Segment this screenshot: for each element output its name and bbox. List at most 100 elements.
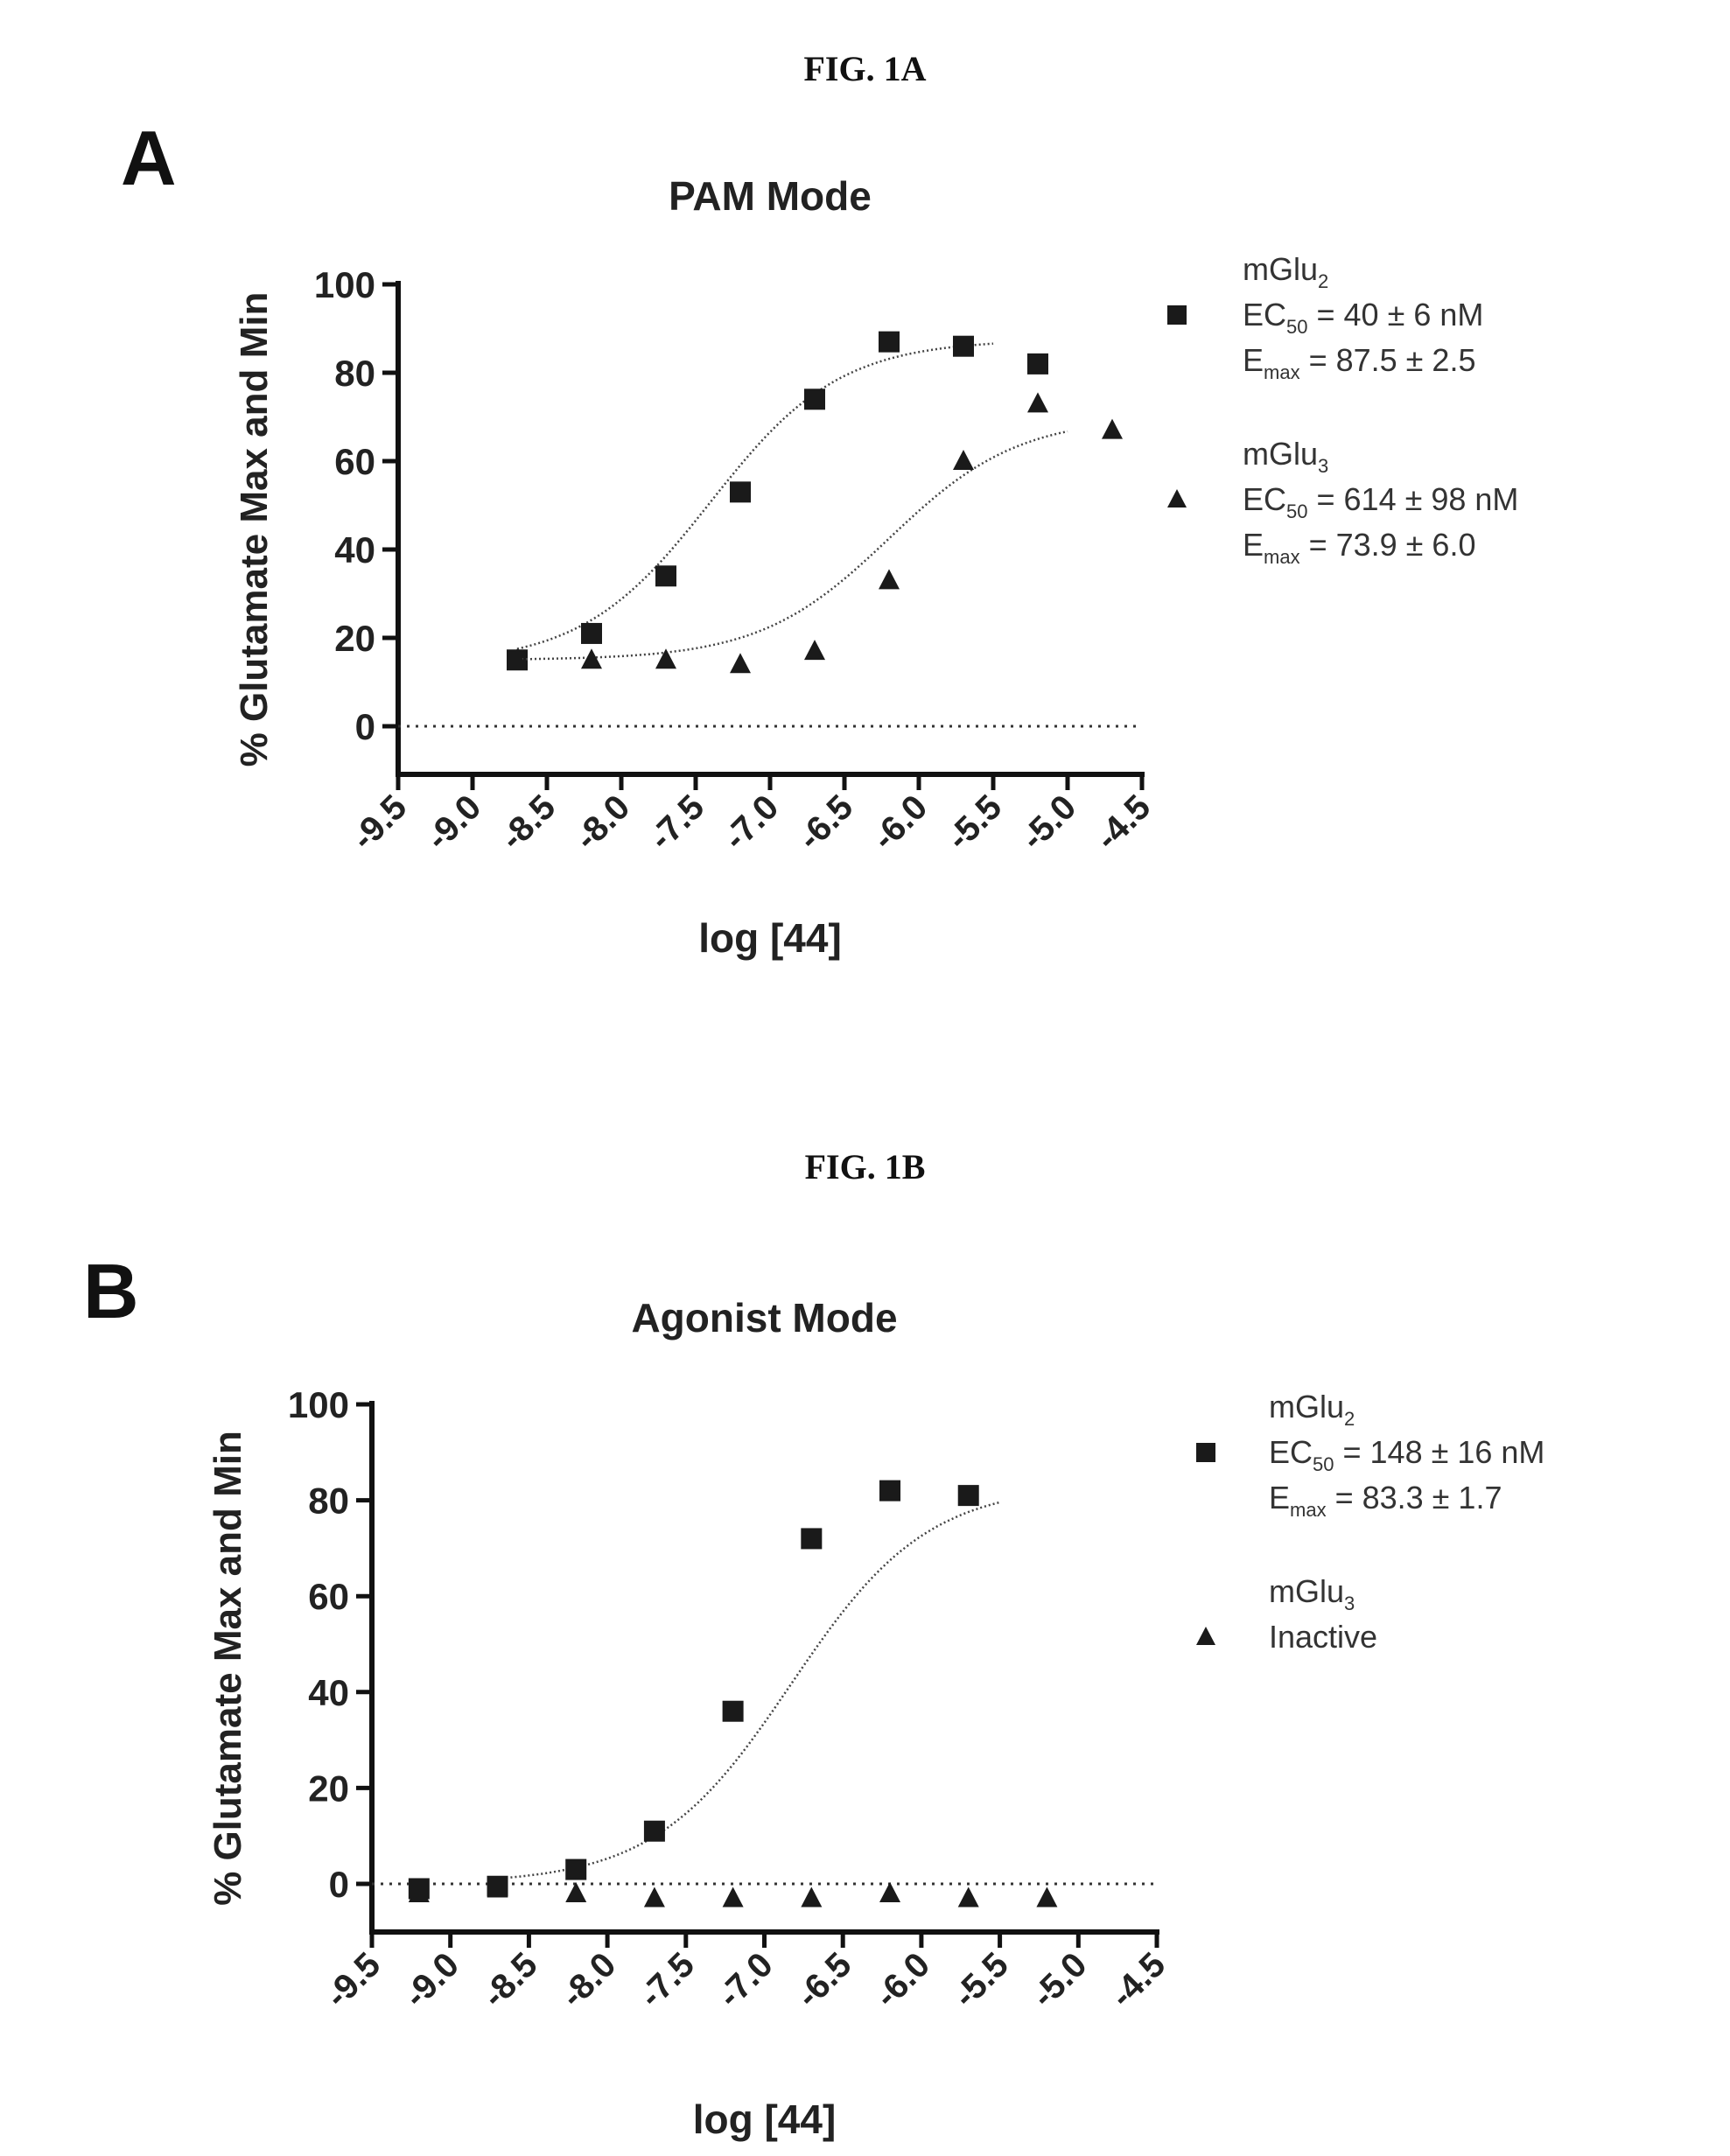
- legend-main: Inactive: [1269, 1619, 1377, 1655]
- x-tick-label: -6.5: [791, 788, 861, 858]
- y-tick-label: 40: [308, 1672, 349, 1713]
- y-tick-label: 20: [308, 1768, 349, 1809]
- legend-subscript: 2: [1344, 1408, 1355, 1430]
- chart-title: Agonist Mode: [631, 1295, 897, 1340]
- legend-rest: = 614 ± 98 nM: [1308, 481, 1519, 517]
- data-point-triangle: [644, 1886, 665, 1907]
- x-tick-label: -8.5: [475, 1945, 545, 2015]
- data-point-square: [879, 332, 900, 353]
- legend-marker-triangle: [1167, 489, 1187, 508]
- legend-subscript: 3: [1318, 455, 1328, 477]
- x-tick-label: -7.5: [632, 1945, 702, 2015]
- data-point-square: [730, 481, 751, 502]
- x-tick-label: -5.5: [946, 1945, 1016, 2015]
- legend-text: mGlu3: [1243, 436, 1328, 477]
- data-point-square: [565, 1859, 586, 1880]
- data-point-square: [644, 1821, 665, 1842]
- x-tick-label: -9.0: [396, 1945, 466, 2015]
- x-tick-label: -5.0: [1014, 788, 1084, 858]
- y-tick-label: 60: [334, 441, 375, 482]
- data-point-square: [953, 336, 974, 357]
- data-point-triangle: [1102, 419, 1123, 439]
- legend-text: mGlu2: [1269, 1389, 1355, 1430]
- x-tick-label: -4.5: [1103, 1945, 1173, 2015]
- data-point-triangle: [730, 653, 751, 673]
- pam-mode-chart: PAM Mode020406080100-9.5-9.0-8.5-8.0-7.5…: [0, 0, 1730, 1006]
- x-tick-label: -4.5: [1089, 788, 1159, 858]
- y-axis-label: % Glutamate Max and Min: [233, 292, 276, 767]
- legend-marker-square: [1196, 1443, 1215, 1462]
- data-point-triangle: [655, 648, 676, 668]
- legend-main: E: [1243, 527, 1264, 563]
- agonist-mode-chart: Agonist Mode020406080100-9.5-9.0-8.5-8.0…: [0, 1181, 1730, 2156]
- x-tick-label: -6.0: [867, 1945, 937, 2015]
- data-point-square: [879, 1480, 900, 1502]
- x-axis-label: log [44]: [693, 2096, 837, 2142]
- data-point-triangle: [1036, 1886, 1057, 1907]
- legend-subscript: 50: [1286, 316, 1307, 338]
- legend-subscript: max: [1264, 546, 1300, 568]
- legend-subscript: 50: [1286, 500, 1307, 522]
- data-point-square: [804, 388, 825, 410]
- legend-text: EC50 = 614 ± 98 nM: [1243, 481, 1518, 522]
- data-point-triangle: [879, 569, 900, 589]
- legend-subscript: 3: [1344, 1592, 1355, 1614]
- legend-text: Inactive: [1269, 1619, 1377, 1655]
- y-tick-label: 40: [334, 529, 375, 570]
- legend-rest: = 73.9 ± 6.0: [1300, 527, 1476, 563]
- legend-subscript: 50: [1313, 1453, 1334, 1475]
- data-point-square: [723, 1701, 744, 1722]
- x-tick-label: -7.0: [717, 788, 787, 858]
- fit-curve-mglu2: [498, 1502, 1000, 1879]
- legend-main: mGlu: [1243, 251, 1318, 287]
- x-tick-label: -8.0: [554, 1945, 624, 2015]
- legend-main: mGlu: [1243, 436, 1318, 472]
- legend-main: mGlu: [1269, 1573, 1344, 1609]
- legend-text: EC50 = 40 ± 6 nM: [1243, 297, 1483, 338]
- x-axis-label: log [44]: [698, 915, 842, 961]
- legend-marker-triangle: [1196, 1627, 1215, 1645]
- x-tick-label: -5.0: [1025, 1945, 1095, 2015]
- data-point-triangle: [804, 640, 825, 660]
- x-tick-label: -7.0: [711, 1945, 781, 2015]
- legend-text: Emax = 87.5 ± 2.5: [1243, 342, 1475, 383]
- x-tick-label: -8.0: [568, 788, 638, 858]
- data-point-square: [958, 1485, 979, 1506]
- y-tick-label: 0: [329, 1864, 349, 1905]
- legend-main: EC: [1269, 1434, 1313, 1470]
- legend-main: mGlu: [1269, 1389, 1344, 1424]
- data-point-triangle: [723, 1886, 744, 1907]
- legend-rest: = 40 ± 6 nM: [1308, 297, 1484, 332]
- legend-text: EC50 = 148 ± 16 nM: [1269, 1434, 1544, 1475]
- data-point-triangle: [953, 450, 974, 470]
- y-tick-label: 100: [288, 1384, 349, 1425]
- y-axis-label: % Glutamate Max and Min: [207, 1431, 249, 1906]
- legend-marker-square: [1167, 305, 1187, 325]
- legend-text: Emax = 83.3 ± 1.7: [1269, 1480, 1502, 1521]
- x-tick-label: -7.5: [642, 788, 712, 858]
- chart-title: PAM Mode: [669, 173, 872, 219]
- data-point-triangle: [958, 1886, 979, 1907]
- x-tick-label: -5.5: [940, 788, 1010, 858]
- legend-main: E: [1269, 1480, 1290, 1516]
- y-tick-label: 80: [334, 353, 375, 394]
- data-point-triangle: [801, 1886, 822, 1907]
- y-tick-label: 100: [314, 264, 375, 305]
- x-tick-label: -9.5: [319, 1945, 389, 2015]
- fit-curve-mglu2: [517, 344, 993, 649]
- legend-rest: = 83.3 ± 1.7: [1327, 1480, 1502, 1516]
- legend-main: EC: [1243, 481, 1286, 517]
- data-point-triangle: [1027, 392, 1048, 412]
- legend-subscript: max: [1264, 361, 1300, 383]
- x-tick-label: -6.0: [865, 788, 935, 858]
- y-tick-label: 80: [308, 1480, 349, 1522]
- legend-main: E: [1243, 342, 1264, 378]
- legend-text: mGlu2: [1243, 251, 1328, 292]
- legend-text: Emax = 73.9 ± 6.0: [1243, 527, 1475, 568]
- data-point-square: [581, 623, 602, 644]
- legend-main: EC: [1243, 297, 1286, 332]
- data-point-square: [655, 565, 676, 586]
- x-tick-label: -6.5: [789, 1945, 859, 2015]
- y-tick-label: 0: [355, 706, 375, 747]
- y-tick-label: 20: [334, 618, 375, 659]
